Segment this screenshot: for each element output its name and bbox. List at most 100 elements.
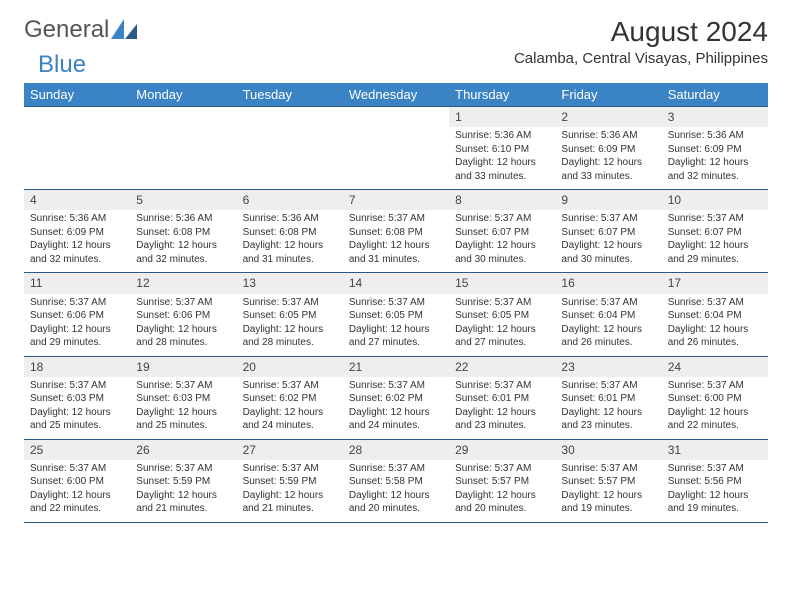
weekday-header: Friday (555, 83, 661, 107)
day-number: 28 (343, 440, 449, 460)
sunset-line: Sunset: 6:01 PM (561, 393, 635, 404)
sunset-line: Sunset: 6:04 PM (561, 310, 635, 321)
day-details: Sunrise: 5:37 AMSunset: 5:59 PMDaylight:… (130, 460, 236, 522)
day-details: Sunrise: 5:37 AMSunset: 6:02 PMDaylight:… (237, 377, 343, 439)
daylight-line: Daylight: 12 hours and 33 minutes. (455, 157, 536, 182)
sunrise-line: Sunrise: 5:37 AM (349, 297, 425, 308)
location-subtitle: Calamba, Central Visayas, Philippines (514, 50, 768, 67)
calendar-day-cell: 4Sunrise: 5:36 AMSunset: 6:09 PMDaylight… (24, 190, 130, 273)
sunset-line: Sunset: 6:08 PM (349, 227, 423, 238)
sunrise-line: Sunrise: 5:37 AM (561, 380, 637, 391)
calendar-day-cell: 14Sunrise: 5:37 AMSunset: 6:05 PMDayligh… (343, 273, 449, 356)
day-details: Sunrise: 5:37 AM Sunset: 6:03 PM Daylight:… (130, 377, 236, 439)
brand-part2: Blue (38, 51, 86, 79)
sunset-line: Sunset: 6:07 PM (455, 227, 529, 238)
calendar-week-row: 25 Sunrise: 5:37 AM Sunset: 6:00 PM Dayligh… (24, 439, 768, 522)
calendar-page: General August 2024 Calamba, Central Vis… (0, 0, 792, 531)
daylight-line: Daylight: 12 hours and 22 minutes. (30, 490, 111, 515)
sunrise-line: Sunrise: 5:37 AM (561, 297, 637, 308)
weekday-header: Tuesday (237, 83, 343, 107)
day-number: 4 (24, 190, 130, 210)
calendar-day-cell: 8Sunrise: 5:37 AMSunset: 6:07 PMDaylight… (449, 190, 555, 273)
daylight-line: Daylight: 12 hours and 28 minutes. (136, 324, 217, 349)
sunset-line: Sunset: 6:07 PM (668, 227, 742, 238)
sunset-line: Sunset: 6:03 PM (30, 393, 104, 404)
daylight-line: Daylight: 12 hours and 27 minutes. (455, 324, 536, 349)
sunset-line: Sunset: 6:06 PM (136, 310, 210, 321)
daylight-line: Daylight: 12 hours and 30 minutes. (455, 240, 536, 265)
daylight-line: Daylight: 12 hours and 20 minutes. (455, 490, 536, 515)
sunset-line: Sunset: 6:02 PM (243, 393, 317, 404)
day-details: Sunrise: 5:36 AMSunset: 6:09 PMDaylight:… (24, 210, 130, 272)
calendar-day-cell: 11Sunrise: 5:37 AMSunset: 6:06 PMDayligh… (24, 273, 130, 356)
calendar-day-cell: 21Sunrise: 5:37 AMSunset: 6:02 PMDayligh… (343, 356, 449, 439)
day-number: 9 (555, 190, 661, 210)
calendar-day-cell: 30Sunrise: 5:37 AMSunset: 5:57 PMDayligh… (555, 439, 661, 522)
sunset-line: Sunset: 6:00 PM (30, 476, 104, 487)
title-block: August 2024 Calamba, Central Visayas, Ph… (514, 16, 768, 73)
sunset-line: Sunset: 5:57 PM (455, 476, 529, 487)
calendar-day-cell: 1Sunrise: 5:36 AMSunset: 6:10 PMDaylight… (449, 107, 555, 190)
sunrise-line: Sunrise: 5:37 AM (561, 463, 637, 474)
daylight-line: Daylight: 12 hours and 21 minutes. (136, 490, 217, 515)
sunrise-line: Sunrise: 5:37 AM (455, 380, 531, 391)
calendar-day-cell (237, 107, 343, 190)
day-number: 13 (237, 273, 343, 293)
sunrise-line: Sunrise: 5:37 AM (30, 463, 106, 474)
sunrise-line: Sunrise: 5:37 AM (668, 213, 744, 224)
daylight-line: Daylight: 12 hours and 32 minutes. (668, 157, 749, 182)
day-number: 18 (24, 357, 130, 377)
calendar-weekday-header: SundayMondayTuesdayWednesdayThursdayFrid… (24, 83, 768, 107)
daylight-line: Daylight: 12 hours and 23 minutes. (561, 407, 642, 432)
day-details: Sunrise: 5:37 AMSunset: 6:03 PMDaylight:… (24, 377, 130, 439)
day-details: Sunrise: 5:37 AMSunset: 6:06 PMDaylight:… (130, 294, 236, 356)
day-details: Sunrise: 5:36 AM Sunset: 6:09 PM Daylight:… (555, 127, 661, 189)
daylight-line: Daylight: 12 hours and 25 minutes. (136, 407, 217, 432)
sunset-line: Sunset: 6:09 PM (561, 144, 635, 155)
sunrise-line: Sunrise: 5:37 AM (30, 380, 106, 391)
day-number: 5 (130, 190, 236, 210)
sunset-line: Sunset: 6:03 PM (136, 393, 210, 404)
day-details: Sunrise: 5:37 AMSunset: 6:01 PMDaylight:… (449, 377, 555, 439)
day-details: Sunrise: 5:37 AMSunset: 5:59 PMDaylight:… (237, 460, 343, 522)
calendar-day-cell: 6Sunrise: 5:36 AMSunset: 6:08 PMDaylight… (237, 190, 343, 273)
day-number: 27 (237, 440, 343, 460)
sunrise-line: Sunrise: 5:37 AM (668, 297, 744, 308)
sunrise-line: Sunrise: 5:37 AM (668, 380, 744, 391)
daylight-line: Daylight: 12 hours and 21 minutes. (243, 490, 324, 515)
day-number: 24 (662, 357, 768, 377)
day-number: 15 (449, 273, 555, 293)
weekday-header: Wednesday (343, 83, 449, 107)
day-number: 2 (555, 107, 661, 127)
calendar-day-cell: 3Sunrise: 5:36 AMSunset: 6:09 PMDaylight… (662, 107, 768, 190)
day-details: Sunrise: 5:37 AMSunset: 6:05 PMDaylight:… (237, 294, 343, 356)
day-details: Sunrise: 5:37 AMSunset: 6:02 PMDaylight:… (343, 377, 449, 439)
sunrise-line: Sunrise: 5:37 AM (561, 213, 637, 224)
calendar-day-cell: 2 Sunrise: 5:36 AM Sunset: 6:09 PM Daylight… (555, 107, 661, 190)
day-details: Sunrise: 5:37 AMSunset: 5:57 PMDaylight:… (449, 460, 555, 522)
day-details: Sunrise: 5:36 AMSunset: 6:10 PMDaylight:… (449, 127, 555, 189)
sunset-line: Sunset: 6:04 PM (668, 310, 742, 321)
daylight-line: Daylight: 12 hours and 33 minutes. (561, 157, 642, 182)
sunrise-line: Sunrise: 5:36 AM (668, 130, 744, 141)
day-number: 26 (130, 440, 236, 460)
day-details: Sunrise: 5:37 AMSunset: 6:07 PMDaylight:… (555, 210, 661, 272)
day-number: 19 (130, 357, 236, 377)
sunrise-line: Sunrise: 5:36 AM (30, 213, 106, 224)
day-number: 17 (662, 273, 768, 293)
sunset-line: Sunset: 6:05 PM (455, 310, 529, 321)
daylight-line: Daylight: 12 hours and 28 minutes. (243, 324, 324, 349)
day-details: Sunrise: 5:36 AMSunset: 6:08 PMDaylight:… (130, 210, 236, 272)
calendar-body: 1Sunrise: 5:36 AMSunset: 6:10 PMDaylight… (24, 107, 768, 523)
sunrise-line: Sunrise: 5:37 AM (136, 380, 212, 391)
day-number: 21 (343, 357, 449, 377)
sunset-line: Sunset: 6:06 PM (30, 310, 104, 321)
day-number: 25 (24, 440, 130, 460)
day-number: 30 (555, 440, 661, 460)
sunset-line: Sunset: 6:10 PM (455, 144, 529, 155)
day-details: Sunrise: 5:37 AMSunset: 6:05 PMDaylight:… (449, 294, 555, 356)
day-number: 23 (555, 357, 661, 377)
sunset-line: Sunset: 6:00 PM (668, 393, 742, 404)
sunrise-line: Sunrise: 5:36 AM (561, 130, 637, 141)
day-details: Sunrise: 5:37 AMSunset: 6:06 PMDaylight:… (24, 294, 130, 356)
